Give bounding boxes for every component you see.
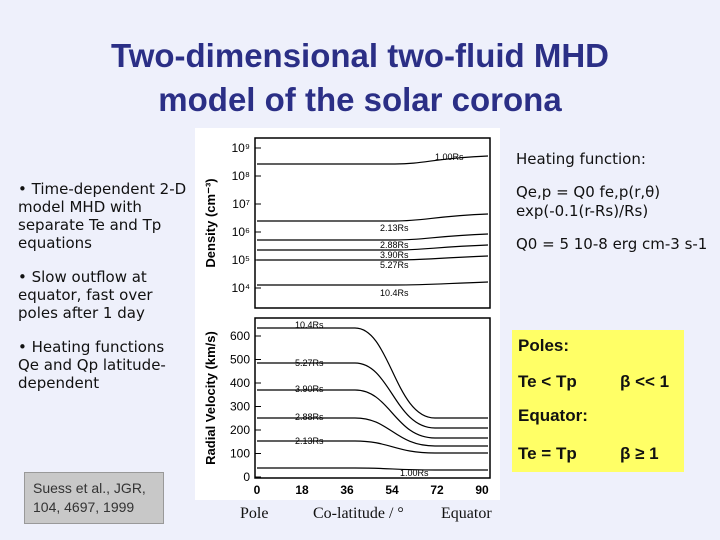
density-panel-frame (254, 137, 491, 309)
heating-equation-1: Qe,p = Q0 fe,p(r,θ) exp(-0.1(r-Rs)/Rs) (516, 183, 661, 220)
velocity-panel-frame (254, 317, 491, 479)
velocity-ylabel: Radial Velocity (km/s) (203, 331, 218, 465)
bullet-1: • Time-dependent 2-D model MHD with sepa… (18, 180, 187, 252)
citation-line-2: 104, 4697, 1999 (33, 499, 135, 515)
velocity-curve-label: 2.13Rs (295, 436, 324, 446)
density-curve-label: 2.88Rs (380, 240, 409, 250)
velocity-tick-label: 500 (230, 353, 250, 367)
velocity-tick-label: 400 (230, 376, 250, 390)
velocity-tick-label: 600 (230, 329, 250, 343)
heating-label: Heating function: (516, 150, 646, 168)
title-line-2: model of the solar corona (158, 81, 562, 118)
beta-summary-box: Poles: Te < Tp β << 1 Equator: Te = Tp β… (512, 330, 684, 472)
poles-relation: Te < Tp (518, 372, 577, 391)
velocity-curve (257, 389, 488, 439)
citation-line-1: Suess et al., JGR, (33, 480, 146, 496)
figure-svg: Density (cm⁻³) Radial Velocity (km/s) 10… (203, 137, 491, 497)
x-tick-label: 72 (430, 483, 444, 497)
density-curve-label: 5.27Rs (380, 260, 409, 270)
x-tick-label: 18 (295, 483, 309, 497)
density-ylabel: Density (cm⁻³) (203, 178, 218, 267)
title-line-1: Two-dimensional two-fluid MHD (111, 37, 609, 74)
velocity-tick-label: 0 (243, 470, 250, 484)
x-tick-label: 36 (340, 483, 354, 497)
velocity-curve-label: 10.4Rs (295, 320, 324, 330)
poles-beta: β << 1 (620, 372, 670, 391)
density-curve-label: 1.00Rs (435, 152, 464, 162)
velocity-curve (257, 467, 488, 471)
density-curve (257, 255, 489, 261)
velocity-curve (257, 440, 488, 454)
poles-label: Poles: (518, 336, 570, 355)
velocity-tick-label: 300 (230, 400, 250, 414)
density-tick-label: 10⁴ (231, 281, 250, 295)
velocity-tick-label: 100 (230, 447, 250, 461)
velocity-curve (257, 362, 488, 429)
density-curve (257, 281, 489, 286)
density-curve-label: 10.4Rs (380, 288, 409, 298)
citation-box: Suess et al., JGR, 104, 4697, 1999 (24, 472, 164, 524)
density-tick-label: 10⁷ (232, 197, 250, 211)
equator-relation: Te = Tp (518, 444, 577, 463)
density-tick-label: 10⁵ (232, 253, 250, 267)
density-tick-label: 10⁸ (232, 169, 250, 183)
heating-function-block: Heating function: Qe,p = Q0 fe,p(r,θ) ex… (516, 150, 716, 268)
density-tick-label: 10⁹ (232, 141, 251, 155)
velocity-curve (257, 327, 488, 419)
velocity-tick-label: 200 (230, 423, 250, 437)
velocity-curve-label: 5.27Rs (295, 358, 324, 368)
density-curve-label: 3.90Rs (380, 250, 409, 260)
scanned-figure: Density (cm⁻³) Radial Velocity (km/s) 10… (195, 128, 500, 500)
velocity-curve-label: 1.00Rs (400, 468, 429, 478)
x-tick-label: 54 (385, 483, 399, 497)
bullet-2: • Slow outflow at equator, fast over pol… (18, 268, 153, 322)
velocity-curve-label: 2.88Rs (295, 412, 324, 422)
bullet-3: • Heating functions Qe and Qp latitude-d… (18, 338, 166, 392)
x-tick-label: 0 (254, 483, 261, 497)
velocity-curve-label: 3.90Rs (295, 384, 324, 394)
density-curve (257, 233, 489, 241)
equator-label: Equator: (518, 406, 588, 425)
x-tick-label: 90 (475, 483, 489, 497)
density-curve (257, 213, 489, 222)
density-curve (257, 155, 489, 165)
velocity-curve (257, 417, 488, 447)
xaxis-equator-label: Equator (441, 505, 492, 522)
heating-equation-2: Q0 = 5 10-8 erg cm-3 s-1 (516, 235, 708, 253)
xaxis-pole-label: Pole (240, 505, 269, 522)
density-curve-label: 2.13Rs (380, 223, 409, 233)
equator-beta: β ≥ 1 (620, 444, 659, 463)
slide-title: Two-dimensional two-fluid MHD model of t… (0, 34, 720, 122)
bullet-list: • Time-dependent 2-D model MHD with sepa… (18, 180, 188, 408)
density-curve (257, 244, 489, 251)
xaxis-colatitude-label: Co-latitude / ° (313, 505, 404, 522)
density-tick-label: 10⁶ (232, 225, 250, 239)
